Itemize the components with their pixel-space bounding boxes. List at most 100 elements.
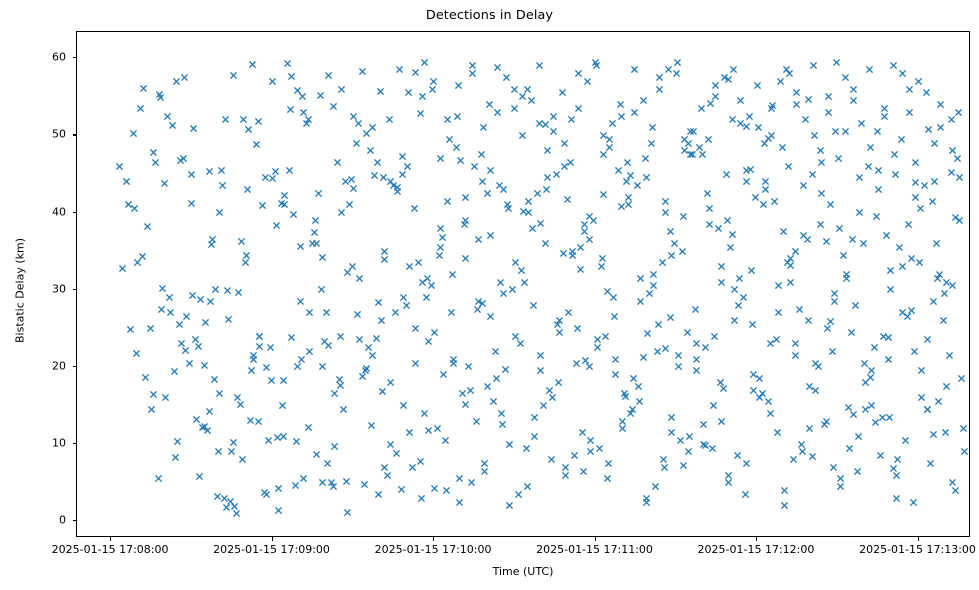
scatter-point bbox=[655, 73, 664, 82]
scatter-point bbox=[322, 308, 331, 317]
scatter-point bbox=[882, 231, 891, 240]
scatter-point bbox=[595, 444, 604, 453]
scatter-point bbox=[249, 351, 258, 360]
scatter-point bbox=[516, 339, 525, 348]
scatter-point bbox=[645, 289, 654, 298]
scatter-point bbox=[618, 424, 627, 433]
scatter-point bbox=[928, 197, 937, 206]
scatter-point bbox=[539, 401, 548, 410]
scatter-point bbox=[337, 208, 346, 217]
scatter-point bbox=[826, 200, 835, 209]
scatter-point bbox=[243, 185, 252, 194]
scatter-point bbox=[341, 177, 350, 186]
scatter-point bbox=[458, 389, 467, 398]
scatter-point bbox=[655, 85, 664, 94]
scatter-point bbox=[545, 386, 554, 395]
scatter-point bbox=[678, 247, 687, 256]
scatter-point bbox=[686, 127, 695, 136]
scatter-point bbox=[622, 177, 631, 186]
scatter-point bbox=[345, 200, 354, 209]
scatter-point bbox=[704, 135, 713, 144]
scatter-point bbox=[438, 233, 447, 242]
scatter-point bbox=[126, 325, 135, 334]
scatter-point bbox=[138, 252, 147, 261]
scatter-point bbox=[268, 77, 277, 86]
scatter-point bbox=[354, 119, 363, 128]
scatter-point bbox=[692, 339, 701, 348]
scatter-point bbox=[239, 115, 248, 124]
scatter-point bbox=[630, 108, 639, 117]
scatter-point bbox=[889, 464, 898, 473]
scatter-point bbox=[616, 100, 625, 109]
scatter-point bbox=[280, 191, 289, 200]
scatter-point bbox=[954, 108, 963, 117]
scatter-point bbox=[277, 199, 286, 208]
scatter-point bbox=[528, 224, 537, 233]
scatter-point bbox=[593, 335, 602, 344]
y-axis-tick-label: 20 bbox=[52, 359, 66, 373]
scatter-point bbox=[626, 171, 635, 180]
scatter-point bbox=[831, 127, 840, 136]
scatter-point bbox=[330, 442, 339, 451]
scatter-point bbox=[554, 378, 563, 387]
scatter-point bbox=[518, 92, 527, 101]
scatter-point bbox=[884, 355, 893, 364]
scatter-point bbox=[920, 181, 929, 190]
scatter-point bbox=[561, 471, 570, 480]
scatter-point bbox=[855, 208, 864, 217]
scatter-point bbox=[733, 451, 742, 460]
scatter-point bbox=[424, 337, 433, 346]
scatter-point bbox=[455, 474, 464, 483]
scatter-point bbox=[801, 115, 810, 124]
scatter-point bbox=[399, 293, 408, 302]
scatter-point bbox=[201, 318, 210, 327]
scatter-point bbox=[422, 293, 431, 302]
scatter-point bbox=[430, 484, 439, 493]
scatter-point bbox=[822, 237, 831, 246]
scatter-point bbox=[362, 129, 371, 138]
scatter-point bbox=[859, 239, 868, 248]
scatter-point bbox=[171, 453, 180, 462]
scatter-point bbox=[187, 199, 196, 208]
scatter-point bbox=[311, 216, 320, 225]
scatter-point bbox=[642, 173, 651, 182]
scatter-point bbox=[848, 235, 857, 244]
scatter-point bbox=[480, 467, 489, 476]
scatter-point bbox=[811, 359, 820, 368]
scatter-point bbox=[410, 204, 419, 213]
scatter-point bbox=[266, 343, 275, 352]
scatter-point bbox=[828, 347, 837, 356]
scatter-point bbox=[287, 72, 296, 81]
scatter-point bbox=[753, 81, 762, 90]
scatter-point bbox=[911, 158, 920, 167]
scatter-point bbox=[929, 430, 938, 439]
scatter-point bbox=[942, 382, 951, 391]
scatter-point bbox=[480, 459, 489, 468]
scatter-point bbox=[349, 184, 358, 193]
scatter-point bbox=[830, 289, 839, 298]
scatter-point bbox=[179, 154, 188, 163]
scatter-point bbox=[479, 123, 488, 132]
scatter-point bbox=[939, 316, 948, 325]
scatter-point bbox=[447, 308, 456, 317]
scatter-point bbox=[805, 424, 814, 433]
scatter-point bbox=[751, 193, 760, 202]
scatter-point bbox=[296, 242, 305, 251]
scatter-point bbox=[200, 422, 209, 431]
scatter-point bbox=[517, 266, 526, 275]
scatter-point bbox=[879, 332, 888, 341]
scatter-point bbox=[898, 69, 907, 78]
y-axis-tick bbox=[72, 211, 76, 213]
scatter-point bbox=[485, 100, 494, 109]
scatter-point bbox=[759, 200, 768, 209]
scatter-point bbox=[867, 401, 876, 410]
scatter-point bbox=[917, 393, 926, 402]
x-axis-tick bbox=[110, 537, 112, 541]
scatter-point bbox=[336, 332, 345, 341]
scatter-point bbox=[779, 227, 788, 236]
scatter-point bbox=[951, 213, 960, 222]
scatter-point bbox=[933, 274, 942, 283]
x-axis-label: Time (UTC) bbox=[492, 565, 554, 578]
x-axis-tick-label: 2025-01-15 17:10:00 bbox=[374, 543, 492, 556]
scatter-point bbox=[915, 258, 924, 267]
